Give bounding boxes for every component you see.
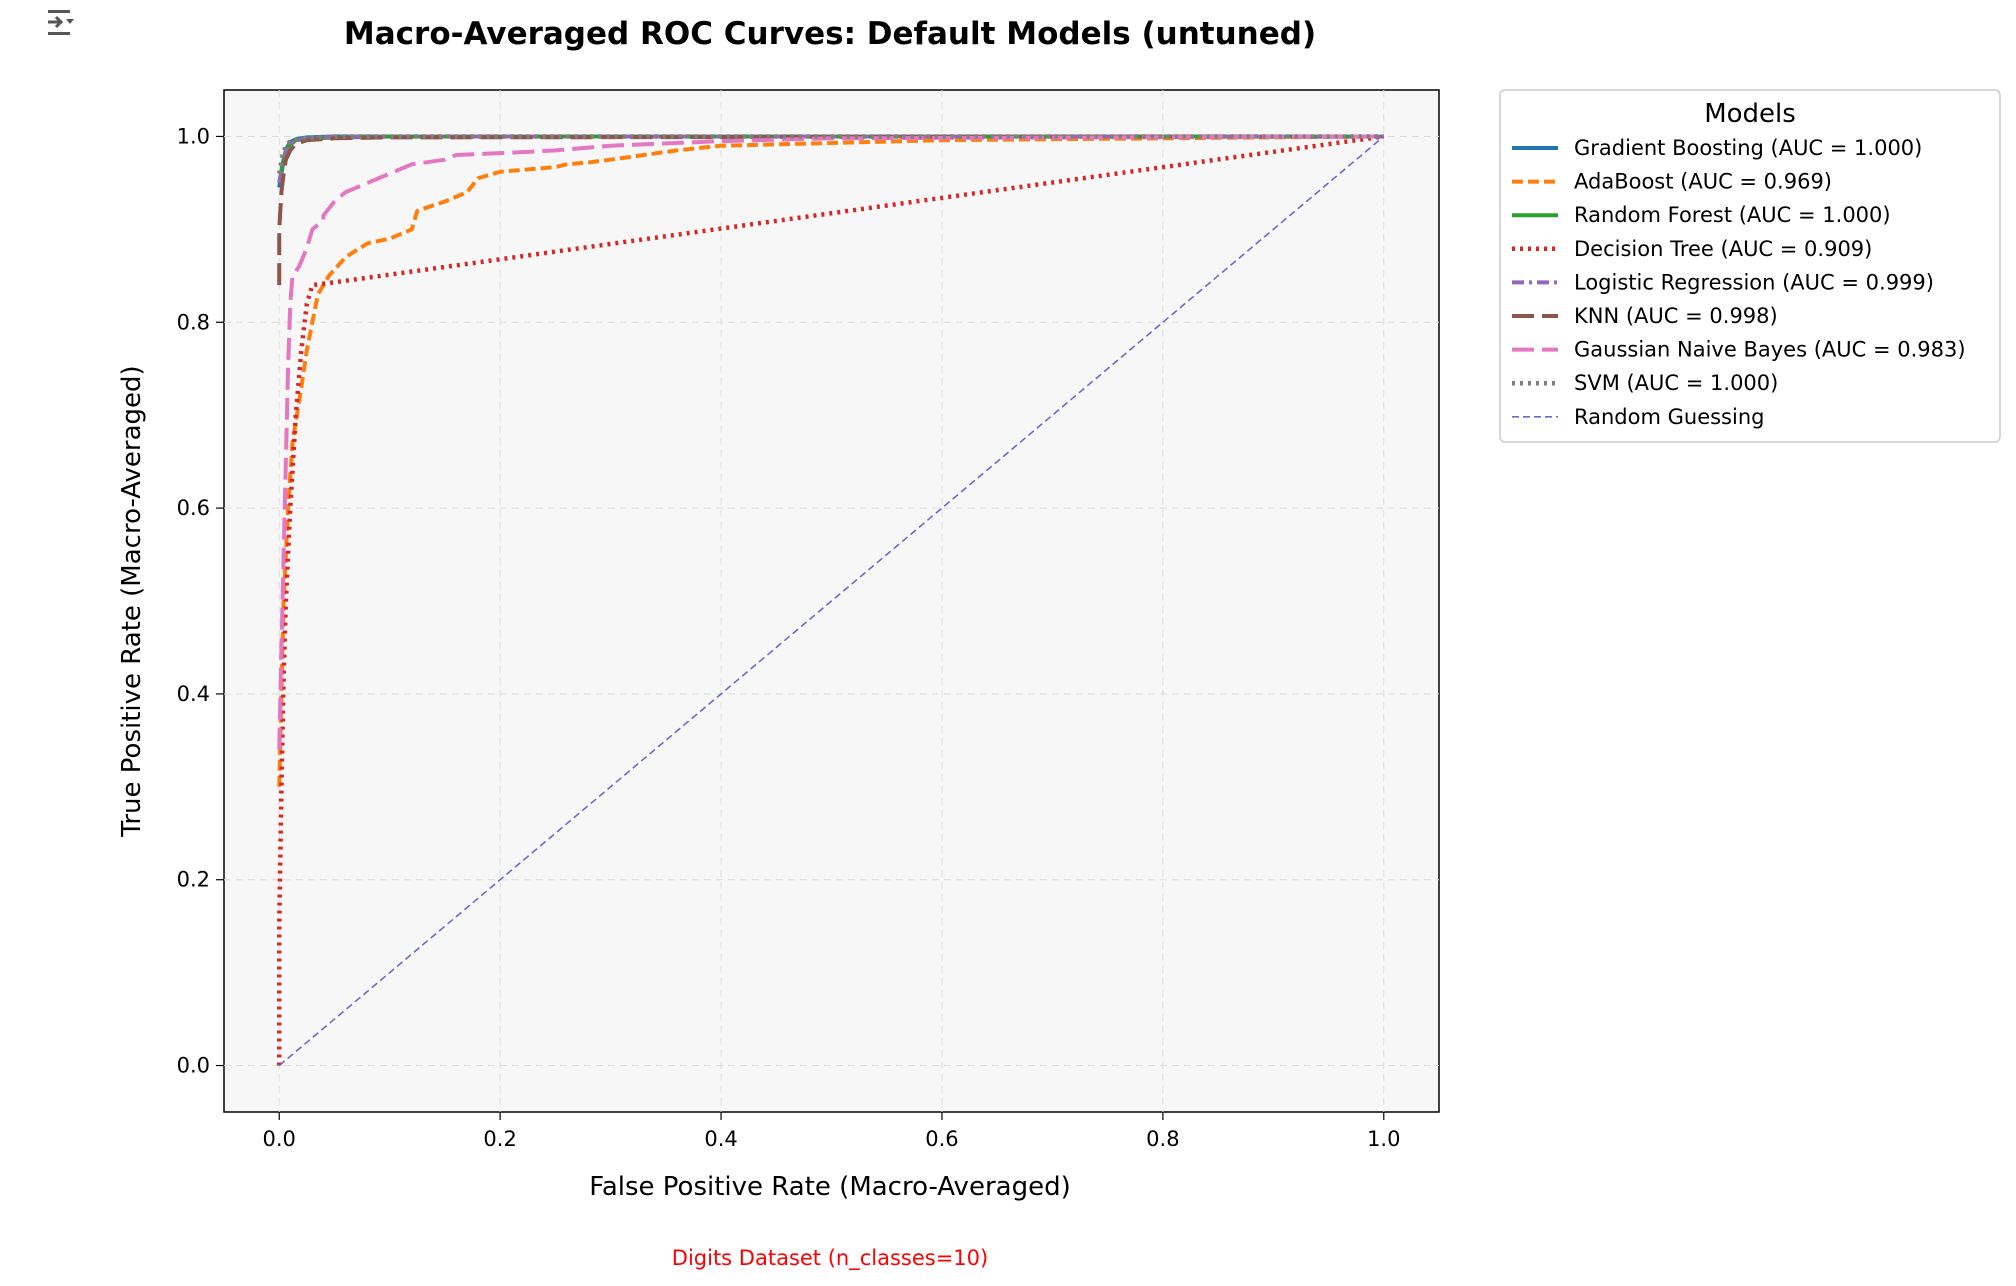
y-tick-label: 1.0 (177, 124, 210, 148)
legend-entry: AdaBoost (AUC = 0.969) (1574, 170, 1832, 194)
y-tick-label: 0.4 (177, 682, 210, 706)
legend-entry: Logistic Regression (AUC = 0.999) (1574, 270, 1934, 294)
x-tick-label: 0.4 (704, 1127, 737, 1151)
chart-title: Macro-Averaged ROC Curves: Default Model… (344, 16, 1316, 52)
legend-entry: Gradient Boosting (AUC = 1.000) (1574, 136, 1922, 160)
legend-entry: Random Forest (AUC = 1.000) (1574, 203, 1891, 227)
legend-entry: KNN (AUC = 0.998) (1574, 304, 1778, 328)
y-tick-label: 0.0 (177, 1054, 210, 1078)
legend-entry: Decision Tree (AUC = 0.909) (1574, 237, 1872, 261)
y-axis-ticks: 0.0 0.2 0.4 0.6 0.8 1.0 (177, 124, 224, 1078)
y-tick-label: 0.6 (177, 496, 210, 520)
x-tick-label: 1.0 (1367, 1127, 1400, 1151)
series-line-3 (276, 134, 1385, 1066)
series-line-7 (277, 134, 1384, 175)
legend-entry: SVM (AUC = 1.000) (1574, 371, 1778, 395)
y-tick-label: 0.2 (177, 868, 210, 892)
legend: Models Gradient Boosting (AUC = 1.000) Ad… (1499, 89, 2001, 443)
legend-entry: Random Guessing (1574, 405, 1764, 429)
series-line-8 (278, 135, 1385, 1067)
y-tick-label: 0.8 (177, 310, 210, 334)
legend-entry: Gaussian Naive Bayes (AUC = 0.983) (1574, 338, 1966, 362)
x-tick-label: 0.0 (263, 1127, 296, 1151)
y-axis-label: True Positive Rate (Macro-Averaged) (117, 365, 147, 837)
series-layer (276, 134, 1385, 1067)
footnote: Digits Dataset (n_classes=10) (672, 1246, 988, 1271)
output-expand-icon[interactable] (44, 4, 84, 44)
legend-title: Models (1704, 99, 1796, 129)
series-line-6 (277, 134, 1384, 750)
x-tick-label: 0.6 (925, 1127, 958, 1151)
x-axis-label: False Positive Rate (Macro-Averaged) (589, 1172, 1070, 1202)
series-line-1 (277, 134, 1384, 787)
series-line-5 (277, 134, 1384, 286)
x-tick-label: 0.2 (483, 1127, 516, 1151)
x-tick-label: 0.8 (1146, 1127, 1179, 1151)
x-axis-ticks: 0.0 0.2 0.4 0.6 0.8 1.0 (263, 1112, 1400, 1151)
